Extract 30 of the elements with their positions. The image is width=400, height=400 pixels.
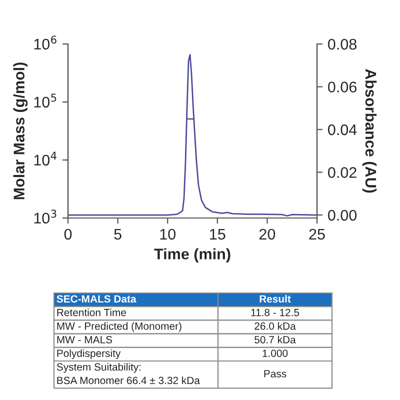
x-axis-title: Time (min) [154,248,230,262]
y2-tick-label: 0.06 [328,82,356,92]
y-tick-label: 10$^{3}$ [34,210,56,224]
y-tick-label: 10$^{4}$ [34,152,56,166]
text: System Suitability: BSA Monomer 66.4 ± 3.32 kDa [56,363,200,384]
y-axis-title: Molar Mass (g/mol) [13,62,28,200]
text: Retention Time [57,308,126,316]
x-tick-label: 15 [210,228,226,240]
text: SEC-MALS Data [56,295,136,303]
y-tick-label: 10$^{5}$ [34,94,56,108]
x-tick-label: 25 [309,228,325,240]
text: MW - MALS [57,336,112,344]
y2-axis-title: Absorbance (AU) [362,68,377,193]
y2-tick-label: 0.08 [328,38,356,50]
y2-tick-label: 0.04 [328,124,357,136]
text: Pass [264,370,286,378]
text: 11.8 - 12.5 [251,308,300,316]
text: Polydispersity [57,349,121,360]
text: 26.0 kDa [254,322,296,330]
y2-tick-label: 0.00 [328,210,357,221]
text: Result [260,294,291,303]
y-tick-label: 10$^{6}$ [34,36,56,50]
x-tick-label: 20 [259,228,276,240]
text: 1.000 [262,350,288,357]
text: 50.7 kDa [254,336,296,344]
x-tick-label: 0 [64,228,72,240]
text: MW - Predicted (Monomer) [57,322,182,332]
y2-tick-label: 0.02 [328,167,356,178]
x-tick-label: 10 [160,228,176,240]
x-tick-label: 5 [114,228,122,240]
